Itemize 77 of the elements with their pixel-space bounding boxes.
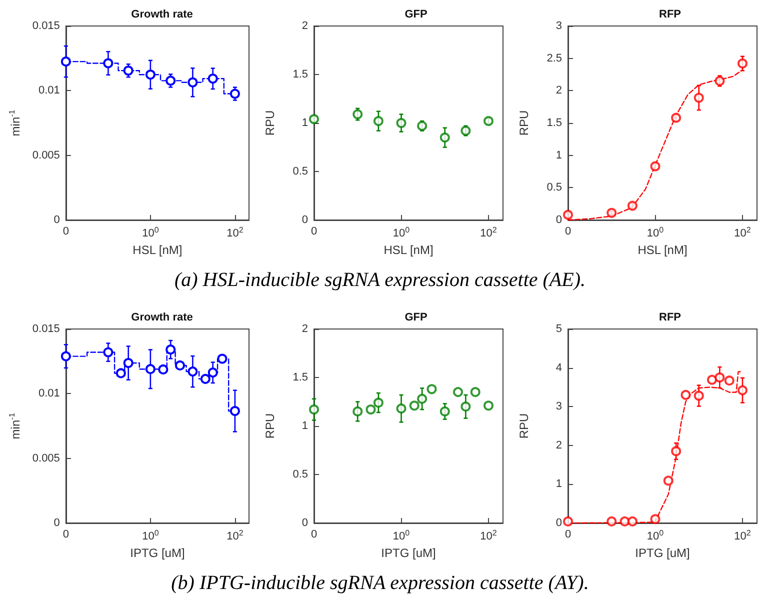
y-axis-title: RPU: [263, 413, 277, 439]
point: [166, 76, 176, 86]
x-tick-label: 0: [62, 528, 69, 540]
y-axis-title: min-1: [8, 109, 22, 136]
y-tick-label: 0: [302, 517, 308, 529]
point: [627, 200, 638, 211]
point: [208, 74, 218, 84]
y-tick-label: 1: [556, 478, 562, 490]
y-tick-label: 0.5: [292, 468, 308, 480]
y-tick-label: 0: [54, 214, 60, 226]
chart-title: RFP: [659, 312, 681, 324]
point: [738, 58, 748, 69]
point: [230, 88, 240, 99]
chart-title: Growth rate: [131, 312, 193, 324]
point: [694, 92, 704, 103]
y-tick-label: 1: [302, 420, 308, 432]
y-axis-title: RPU: [517, 110, 531, 136]
point: [460, 126, 471, 136]
point: [714, 76, 725, 86]
y-tick-label: 0.01: [38, 388, 60, 400]
y-tick-label: 1.5: [292, 68, 308, 80]
y-tick-label: 1.5: [292, 372, 308, 384]
y-tick-label: 0.005: [32, 452, 60, 464]
point: [103, 58, 114, 68]
chart-title: Growth rate: [131, 8, 193, 20]
x-axis-title: IPTG [uM]: [381, 546, 436, 560]
y-axis-title: RPU: [263, 110, 277, 136]
y-tick-label: 0.5: [546, 182, 562, 194]
text: (a) HSL-inducible sgRNA expression cassette (AE).: [174, 269, 586, 291]
y-tick-label: 0.015: [32, 20, 60, 32]
y-tick-label: 0.005: [32, 149, 60, 162]
y-tick-label: 4: [556, 362, 562, 374]
x-axis-title: IPTG [uM]: [130, 546, 185, 560]
x-axis-title: HSL [nM]: [132, 242, 182, 257]
y-tick-label: 2: [556, 439, 562, 452]
y-tick-label: 3: [556, 20, 562, 32]
y-tick-label: 0: [556, 214, 562, 226]
point: [396, 118, 406, 128]
x-tick-label: 0: [564, 226, 572, 238]
y-tick-label: 2: [302, 323, 308, 335]
y-axis-title: min-1: [8, 412, 22, 440]
point: [123, 66, 134, 76]
y-tick-label: 2.5: [546, 52, 562, 64]
point: [440, 132, 450, 143]
y-tick-label: 0.5: [292, 166, 308, 178]
y-tick-label: 0: [302, 214, 308, 226]
y-tick-label: 0: [54, 517, 60, 529]
x-tick-label: 0: [310, 528, 318, 540]
chart-title: GFP: [404, 8, 428, 20]
point: [417, 120, 428, 131]
x-axis-title: HSL [nM]: [384, 242, 434, 257]
y-tick-label: 3: [556, 400, 562, 413]
point: [606, 208, 617, 218]
point: [188, 77, 198, 88]
point: [671, 112, 682, 123]
y-tick-label: 0.01: [38, 84, 60, 97]
y-tick-label: 0: [556, 517, 562, 529]
point: [352, 109, 363, 120]
point: [373, 116, 384, 126]
x-axis-title: HSL [nM]: [638, 242, 688, 257]
point: [145, 70, 156, 80]
text: (b) IPTG-inducible sgRNA expression cassette (AY).: [171, 572, 589, 594]
x-tick-label: 0: [310, 226, 318, 238]
y-axis-title: RPU: [517, 413, 531, 439]
y-tick-label: 1: [302, 117, 308, 129]
y-tick-label: 5: [556, 323, 562, 335]
chart-title: GFP: [404, 312, 428, 324]
y-tick-label: 2: [302, 20, 308, 32]
point: [650, 161, 660, 172]
x-tick-label: 0: [62, 226, 69, 238]
x-axis-title: IPTG [uM]: [635, 546, 690, 560]
x-tick-label: 0: [564, 528, 572, 540]
y-tick-label: 0.015: [32, 323, 60, 335]
y-tick-label: 1.5: [546, 117, 562, 129]
y-tick-label: 1: [556, 149, 562, 162]
chart-title: RFP: [659, 8, 681, 20]
y-tick-label: 2: [556, 84, 562, 97]
